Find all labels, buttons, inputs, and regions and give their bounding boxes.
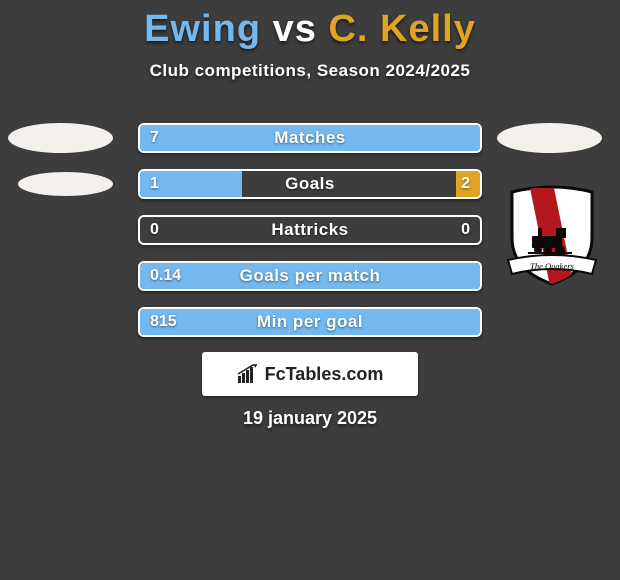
ellipse-icon (8, 123, 113, 153)
stat-bar-gpm: 0.14 Goals per match (138, 261, 482, 291)
stat-bar-matches: 7 Matches (138, 123, 482, 153)
vs-text: vs (273, 8, 317, 50)
stat-label: Hattricks (140, 217, 480, 243)
stat-label: Matches (140, 125, 480, 151)
player1-badge-secondary (18, 172, 113, 196)
subtitle: Club competitions, Season 2024/2025 (0, 61, 620, 81)
stat-row: 7 Matches (0, 115, 620, 161)
stat-label: Goals (140, 171, 480, 197)
stat-bar-goals: 1 Goals 2 (138, 169, 482, 199)
stat-value-right: 2 (461, 171, 470, 197)
player1-badge (8, 123, 113, 153)
stat-label: Goals per match (140, 263, 480, 289)
club-motto: The Quakers (530, 261, 574, 271)
stat-bar-mpg: 815 Min per goal (138, 307, 482, 337)
branding-text: FcTables.com (265, 364, 384, 385)
player1-name: Ewing (144, 8, 261, 50)
player2-badge (497, 123, 602, 153)
footer-date: 19 january 2025 (0, 408, 620, 429)
bar-chart-icon (237, 364, 259, 384)
ellipse-icon (18, 172, 113, 196)
infographic-root: Ewing vs C. Kelly Club competitions, Sea… (0, 0, 620, 580)
branding-link[interactable]: FcTables.com (202, 352, 418, 396)
ellipse-icon (497, 123, 602, 153)
title: Ewing vs C. Kelly (0, 0, 620, 51)
player2-name: C. Kelly (328, 8, 475, 50)
stat-bar-hattricks: 0 Hattricks 0 (138, 215, 482, 245)
stat-value-right: 0 (461, 217, 470, 243)
stat-label: Min per goal (140, 309, 480, 335)
club-shield-icon: The Quakers (502, 178, 602, 286)
stat-row: 815 Min per goal (0, 299, 620, 345)
